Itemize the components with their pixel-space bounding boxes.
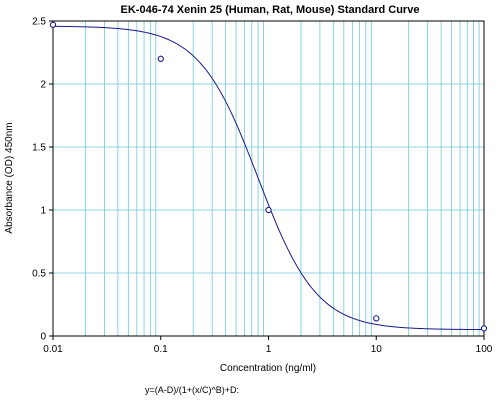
fit-formula: y=(A-D)/(1+(x/C)^B)+D: xyxy=(145,385,239,395)
fit-curve-line xyxy=(52,25,485,331)
x-tick-label: 100 xyxy=(476,344,493,355)
x-tick-label: 0.01 xyxy=(43,344,63,355)
y-tick-label: 2 xyxy=(40,80,46,91)
data-point xyxy=(373,315,380,322)
y-axis-label: Absorbance (OD) 450nm xyxy=(4,122,15,233)
data-point xyxy=(49,21,57,28)
x-tick-label: 1 xyxy=(266,344,272,355)
x-axis-ticks: 0.01 0.1 1 10 100 xyxy=(43,336,493,355)
y-tick-label: 2.5 xyxy=(32,17,46,28)
data-point xyxy=(265,206,272,214)
plot-grid xyxy=(53,20,484,337)
data-point xyxy=(480,325,488,332)
data-point xyxy=(157,55,164,62)
y-tick-label: 0.5 xyxy=(32,269,46,280)
chart-title: EK-046-74 Xenin 25 (Human, Rat, Mouse) S… xyxy=(121,4,420,16)
y-tick-label: 1 xyxy=(40,206,46,217)
x-axis-label: Concentration (ng/ml) xyxy=(220,363,316,374)
data-points xyxy=(49,21,488,332)
y-tick-label: 1.5 xyxy=(32,143,46,154)
y-axis-ticks: 0 0.5 1 1.5 2 2.5 xyxy=(32,17,53,343)
y-tick-label: 0 xyxy=(40,332,46,343)
x-tick-label: 0.1 xyxy=(154,344,168,355)
x-tick-label: 10 xyxy=(371,344,383,355)
